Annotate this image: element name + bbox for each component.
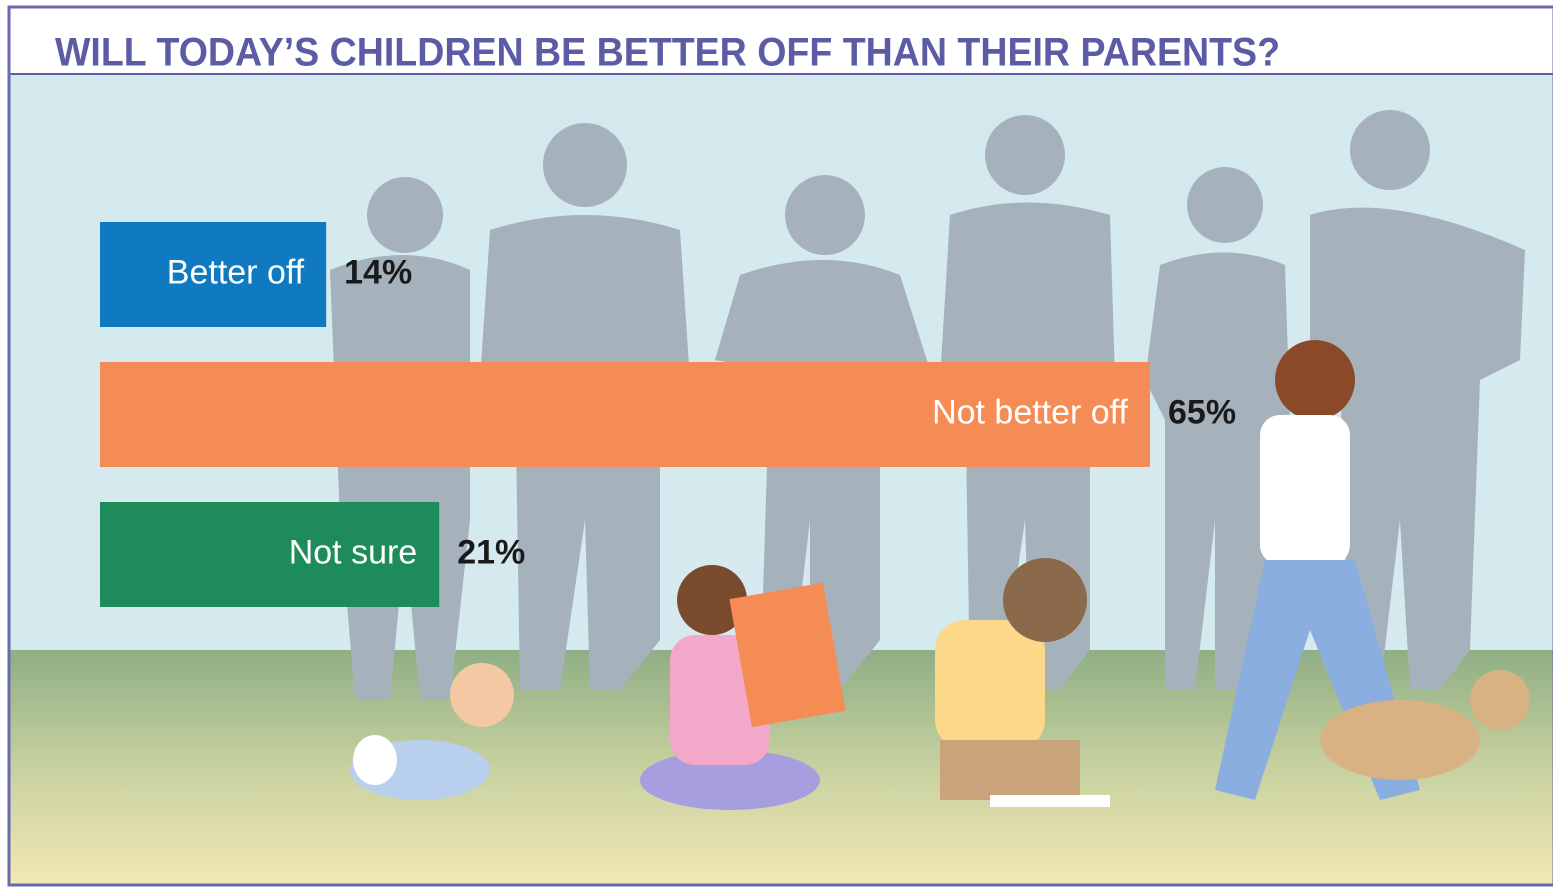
bars: Better off 14% Not better off 65% Not sure 21…	[100, 222, 1236, 607]
title-band	[10, 8, 1553, 74]
girl-reading	[640, 565, 846, 810]
children-illustrations	[350, 340, 1530, 810]
girl-drawing	[935, 558, 1110, 807]
category-label: Not better off	[932, 393, 1128, 431]
bar	[100, 362, 1150, 467]
baby	[350, 663, 514, 800]
chart-title: WILL TODAY’S CHILDREN BE BETTER OFF THAN…	[55, 31, 1280, 75]
bar	[100, 502, 440, 607]
silhouette	[1145, 167, 1290, 690]
boy-with-dog	[1215, 340, 1530, 800]
value-label: 14%	[344, 253, 412, 291]
category-label: Not sure	[289, 533, 418, 571]
value-label: 21%	[457, 533, 525, 571]
bar	[100, 222, 327, 327]
frame	[7, 5, 1553, 887]
silhouette	[1310, 110, 1525, 690]
category-label: Better off	[167, 253, 305, 291]
value-label: 65%	[1168, 393, 1236, 431]
adult-silhouettes	[330, 110, 1525, 700]
